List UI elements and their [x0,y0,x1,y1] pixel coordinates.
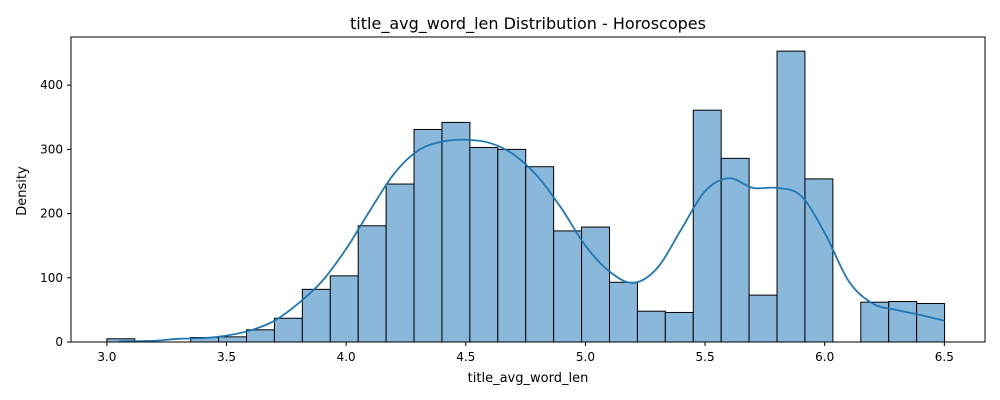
x-tick-label: 6.5 [935,350,954,364]
bars-group [106,50,946,343]
y-tick-label: 200 [40,207,63,221]
x-tick-label: 3.5 [217,350,236,364]
histogram-bar [581,226,610,343]
histogram-bar [273,317,303,343]
y-tick-label: 0 [55,335,63,349]
histogram-bar [553,230,583,343]
plot-frame [70,36,986,343]
histogram-bar [720,157,750,343]
x-axis-label: title_avg_word_len [468,371,589,386]
histogram-bar [804,178,834,343]
histogram-bar [218,336,248,343]
x-tick-label: 4.5 [456,350,475,364]
histogram-bar [748,294,778,343]
y-tick-label: 100 [40,271,63,285]
histogram-bar [329,275,359,343]
histogram-bar [888,301,918,343]
histogram-bar [385,183,415,343]
y-tick-label: 400 [40,78,63,92]
y-tick-label: 300 [40,142,63,156]
histogram-bar [608,281,638,343]
x-tick-label: 4.0 [337,350,356,364]
y-axis-label: Density [15,166,30,216]
histogram-bar [413,128,443,343]
histogram-bar [692,109,722,343]
histogram-bar [916,302,946,343]
chart-title: title_avg_word_len Distribution - Horosc… [350,14,706,34]
histogram-bar [525,166,555,343]
histogram-bar [357,225,387,343]
kde-group [118,138,945,343]
kde-line [118,138,945,343]
histogram-bar [246,329,275,343]
x-tick-label: 6.0 [815,350,834,364]
histogram-bar [860,301,890,343]
x-tick-label: 3.0 [97,350,116,364]
x-tick-label: 5.0 [576,350,595,364]
histogram-bar [469,146,499,343]
histogram-bar [301,288,331,343]
histogram-bar [664,311,694,343]
histogram-bar [636,310,666,343]
x-axis-ticks: 3.0 3.5 4.0 4.5 5.0 5.5 6.0 6.5 [97,342,954,364]
x-tick-label: 5.5 [696,350,715,364]
y-axis-ticks: 0 100 200 300 400 [40,78,71,349]
histogram-bar [441,121,471,343]
histogram-bar [497,148,527,343]
